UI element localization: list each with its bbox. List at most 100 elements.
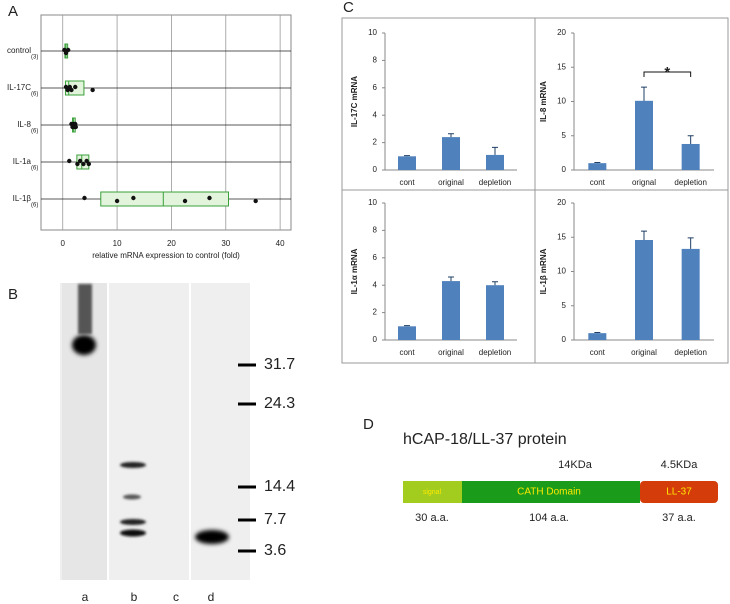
y-tick-label: 20	[557, 198, 566, 207]
y-tick-label: 0	[562, 165, 567, 174]
y-tick-label: 2	[373, 308, 378, 317]
x-tick-label: 20	[167, 239, 176, 248]
category-label: IL-1β	[13, 194, 32, 203]
panel-label: C	[343, 0, 354, 16]
bar	[486, 285, 504, 340]
y-tick-label: 5	[562, 301, 567, 310]
x-tick-label: original	[438, 178, 464, 187]
category-note: (6)	[31, 92, 38, 98]
data-point	[73, 84, 78, 90]
y-tick-label: 10	[557, 97, 566, 106]
x-tick-label: cont	[399, 178, 415, 187]
domain-length: 30 a.a.	[415, 512, 449, 524]
error-bar	[641, 86, 647, 101]
y-tick-label: 8	[373, 56, 378, 65]
x-tick-label: 40	[276, 239, 285, 248]
y-tick-label: 4	[373, 110, 378, 119]
error-bar	[594, 161, 601, 164]
protein-title: hCAP-18/LL-37 protein	[403, 431, 567, 448]
plot-frame	[40, 14, 292, 231]
y-tick-label: 0	[373, 165, 378, 174]
data-point	[82, 195, 87, 201]
panel-label: D	[363, 416, 374, 433]
data-point	[253, 198, 258, 204]
panel-label: B	[8, 286, 18, 303]
x-tick-label: 10	[113, 239, 122, 248]
x-tick-label: 30	[221, 239, 230, 248]
category-label: IL-17C	[7, 83, 31, 92]
x-tick-label: cont	[590, 348, 606, 357]
bar	[588, 333, 607, 340]
domain-name: LL-37	[666, 487, 692, 498]
bar	[442, 137, 460, 170]
error-bar	[641, 230, 647, 240]
y-tick-label: 20	[557, 28, 566, 37]
x-tick-label: 0	[61, 239, 66, 248]
bar	[588, 163, 607, 170]
data-point	[77, 158, 83, 164]
domain-name: signal	[423, 489, 442, 496]
y-axis-label: IL-1α mRNA	[350, 248, 359, 294]
bar	[681, 143, 700, 170]
error-bar	[448, 276, 454, 282]
marker-label: 31.7	[264, 356, 295, 373]
x-tick-label: depletion	[479, 178, 511, 187]
y-tick-label: 6	[373, 253, 378, 262]
significance-bracket	[643, 71, 692, 77]
data-point	[182, 198, 188, 204]
error-bar	[404, 155, 410, 157]
category-note: (6)	[31, 166, 38, 172]
marker-label: 7.7	[264, 511, 286, 528]
category-note: (6)	[31, 129, 38, 135]
bar	[635, 100, 653, 170]
error-bar	[404, 325, 410, 327]
y-tick-label: 10	[368, 198, 377, 207]
domain-length: 37 a.a.	[662, 512, 696, 524]
panel-label: A	[8, 3, 18, 20]
data-point	[131, 195, 136, 201]
domain-mass: 14KDa	[558, 459, 593, 471]
data-point	[81, 161, 86, 167]
lane-label: a	[82, 590, 89, 604]
error-bar	[492, 281, 498, 286]
bar	[442, 281, 460, 340]
bar	[681, 248, 700, 340]
y-tick-label: 10	[557, 267, 566, 276]
gel-image	[60, 283, 250, 580]
y-tick-label: 15	[557, 62, 566, 71]
bar	[398, 326, 416, 340]
y-tick-label: 4	[373, 280, 378, 289]
lane-label: c	[173, 590, 179, 604]
y-tick-label: 0	[373, 335, 378, 344]
y-tick-label: 0	[562, 335, 567, 344]
x-tick-label: cont	[399, 348, 415, 357]
data-point	[65, 47, 71, 53]
x-tick-label: orignal	[632, 178, 656, 187]
data-point	[75, 161, 80, 167]
data-point	[90, 87, 95, 93]
y-tick-label: 5	[562, 131, 567, 140]
lane-label: b	[131, 590, 138, 604]
bar	[398, 156, 416, 170]
x-tick-label: depletion	[479, 348, 511, 357]
marker-label: 3.6	[264, 542, 286, 559]
data-point	[114, 198, 120, 204]
data-point	[207, 195, 212, 201]
error-bar	[492, 146, 498, 155]
protein-diagram	[403, 481, 718, 503]
category-label: control	[7, 46, 31, 55]
category-label: IL-8	[17, 120, 31, 129]
error-bar	[687, 237, 694, 249]
marker-label: 24.3	[264, 395, 295, 412]
data-point	[86, 161, 92, 167]
category-label: IL-1a	[13, 157, 32, 166]
domain-length: 104 a.a.	[529, 512, 569, 524]
data-point	[69, 87, 74, 93]
y-tick-label: 10	[368, 28, 377, 37]
error-bar	[594, 331, 601, 334]
bar	[486, 154, 504, 170]
y-axis-label: IL-1β mRNA	[539, 248, 548, 294]
category-note: (3)	[31, 55, 38, 61]
x-axis-label: relative mRNA expression to control (fol…	[92, 251, 240, 260]
